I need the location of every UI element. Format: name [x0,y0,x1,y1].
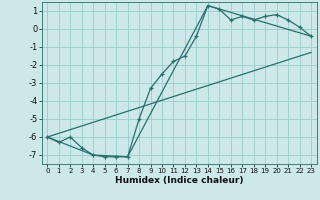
X-axis label: Humidex (Indice chaleur): Humidex (Indice chaleur) [115,176,244,185]
